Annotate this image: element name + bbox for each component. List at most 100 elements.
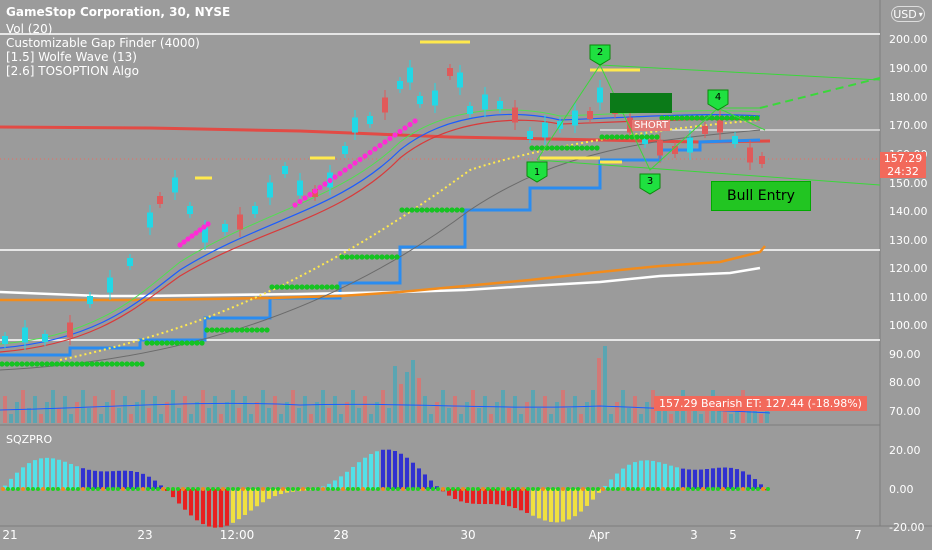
yellow-dotted-ma [59,119,761,361]
sqz-dot [171,487,175,491]
indicator-wolfe-wave[interactable]: [1.5] Wolfe Wave (13) [6,50,137,64]
sqz-dot [131,487,135,491]
gap-dot [219,327,225,333]
candle-body [407,67,413,83]
wolfe-marker-icon [707,89,729,111]
time-tick: 12:00 [219,528,255,542]
sqz-dot [706,487,710,491]
magenta-dot [352,160,358,166]
sqz-dot [201,487,205,491]
sqz-bar [15,472,19,489]
volume-bar [345,402,349,423]
sqz-bar [255,489,259,507]
gap-dot [384,254,390,260]
indicator-vol[interactable]: Vol (20) [6,22,53,36]
sqz-dot [521,487,525,491]
gap-dot [49,361,55,367]
price-tick: 150.00 [889,177,928,190]
gap-dot [709,115,715,121]
sqz-bar [69,463,73,489]
price-tick: 190.00 [889,62,928,75]
gap-dot [284,284,290,290]
candle-body [367,116,373,124]
sqz-dot [461,487,465,491]
sqz-dot [36,487,40,491]
price-tick: 130.00 [889,234,928,247]
gap-dot [99,361,105,367]
time-tick: 28 [333,528,349,542]
candle-body [597,87,603,103]
sqz-dot [206,487,210,491]
volume-bar [393,366,397,423]
sqz-dot [331,487,335,491]
sqz-dot [116,487,120,491]
indicator-gap-finder[interactable]: Customizable Gap Finder (4000) [6,36,200,50]
magenta-dot [407,121,413,128]
magenta-dot [312,188,318,194]
sqz-bar [33,460,37,489]
sqz-bar [261,489,265,503]
gap-dot [329,284,335,290]
sqz-bar [147,476,151,489]
volume-bar [99,414,103,423]
sqz-dot [451,487,455,491]
time-tick: 7 [854,528,862,542]
sqz-dot [216,487,220,491]
sqzpro-label[interactable]: SQZPRO [6,433,53,446]
sqz-dot [746,487,750,491]
candle-body [157,196,163,204]
volume-bar [759,414,763,423]
gap-dot [439,207,445,213]
sqz-bar [111,471,115,489]
gap-dot [529,145,535,151]
gap-dot [314,284,320,290]
sqz-bar [465,489,469,503]
candle-body [237,214,243,230]
magenta-dot [387,135,393,142]
sqz-dot [631,487,635,491]
volume-bar [369,414,373,423]
sqz-dot [381,487,385,491]
magenta-dot [412,118,418,124]
sqz-bar [3,485,7,489]
volume-bar [195,402,199,423]
sqz-dot [391,487,395,491]
sqz-dot [506,487,510,491]
sqz-bar [573,489,577,517]
gap-dot [389,254,395,260]
time-tick: 30 [460,528,476,542]
sqz-bar [99,471,103,489]
magenta-dot [367,149,373,156]
wolfe-box [610,93,672,113]
volume-bar [465,402,469,423]
volume-bar [441,390,445,423]
gap-dot [149,340,155,346]
sqz-bar [681,468,685,489]
volume-bar [747,408,751,423]
sqz-dot [571,487,575,491]
sqz-dot [696,487,700,491]
candle-body [759,156,765,164]
gap-dot [29,361,35,367]
sqz-bar [351,466,355,489]
sqz-dot [661,487,665,491]
time-tick: 21 [2,528,18,542]
bar-countdown-badge: 24:32 [880,165,926,178]
sqz-dot [41,487,45,491]
sqz-bar [201,489,205,525]
gap-dot [159,340,165,346]
indicator-tosoption[interactable]: [2.6] TOSOPTION Algo [6,64,139,78]
sqz-bar [249,489,253,511]
sqz-dot [346,487,350,491]
sqz-dot [616,487,620,491]
magenta-dot [397,128,403,135]
currency-selector[interactable]: USD ▾ [891,6,925,22]
price-tick: 90.00 [889,348,921,361]
magenta-dot [181,239,187,245]
sqz-dot [541,487,545,491]
sqz-bar [279,489,283,495]
candle-body [627,117,633,133]
price-tick: 110.00 [889,291,928,304]
symbol-title[interactable]: GameStop Corporation, 30, NYSE [6,5,231,19]
